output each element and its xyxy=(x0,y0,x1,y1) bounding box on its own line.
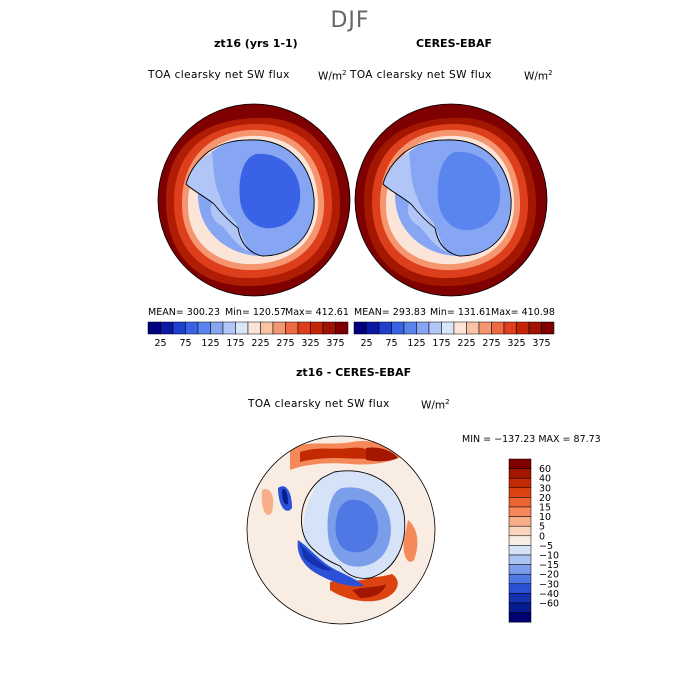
diff-colorbar-tick-label: −40 xyxy=(539,589,559,600)
obs-colorbar-tick-label: 325 xyxy=(507,338,525,349)
model-colorbar-tick-label: 75 xyxy=(179,338,191,349)
diff-colorbar-swatch xyxy=(508,516,532,527)
model-colorbar-tick-label: 125 xyxy=(201,338,219,349)
obs-colorbar: 25 75 125 175 225 275 325 375 xyxy=(353,321,555,349)
model-colorbar: 25 75 125 175 225 275 325 375 xyxy=(147,321,349,349)
obs-colorbar-tick-label: 175 xyxy=(432,338,450,349)
obs-max: Max= 410.98 xyxy=(491,307,555,318)
diff-colorbar-tick-label: 60 xyxy=(539,464,551,475)
diff-colorbar-swatch xyxy=(508,564,532,575)
diff-minmax: MIN = −137.23 MAX = 87.73 xyxy=(462,434,601,445)
obs-min: Min= 131.61 xyxy=(430,307,492,318)
diff-colorbar-tick-label: 20 xyxy=(539,493,551,504)
diff-colorbar-swatch xyxy=(508,487,532,498)
diff-colorbar-swatch xyxy=(508,477,532,489)
model-variable-label: TOA clearsky net SW flux xyxy=(148,69,290,81)
model-colorbar-tick-label: 25 xyxy=(154,338,166,349)
diff-colorbar-tick-label: 15 xyxy=(539,503,551,514)
diff-colorbar-swatch xyxy=(508,525,532,537)
obs-colorbar-tick-label: 275 xyxy=(482,338,500,349)
diff-colorbar-swatch xyxy=(508,458,532,469)
model-colorbar-tick-label: 375 xyxy=(326,338,344,349)
model-units-label: W/m2 xyxy=(318,69,347,83)
model-colorbar-tick-label: 275 xyxy=(276,338,294,349)
obs-units-label: W/m2 xyxy=(524,69,553,83)
diff-panel-title: zt16 - CERES-EBAF xyxy=(296,366,412,379)
diff-colorbar-tick-label: −10 xyxy=(539,551,559,562)
diff-colorbar-tick-label: −5 xyxy=(539,541,553,552)
diff-colorbar-swatch xyxy=(508,497,532,508)
obs-variable-label: TOA clearsky net SW flux xyxy=(350,69,492,81)
model-max: Max= 412.61 xyxy=(285,307,349,318)
diff-variable-label: TOA clearsky net SW flux xyxy=(248,398,390,410)
model-panel-title: zt16 (yrs 1-1) xyxy=(214,37,298,50)
diff-colorbar-swatch xyxy=(508,506,532,517)
diff-colorbar-tick-label: −60 xyxy=(539,599,559,610)
model-colorbar-swatch xyxy=(335,321,349,335)
model-colorbar-tick-label: 325 xyxy=(301,338,319,349)
obs-panel-title: CERES-EBAF xyxy=(416,37,492,50)
diff-colorbar-tick-label: −15 xyxy=(539,560,559,571)
obs-colorbar-tick-label: 25 xyxy=(360,338,372,349)
season-title: DJF xyxy=(330,8,370,33)
model-colorbar-tick-label: 225 xyxy=(251,338,269,349)
diff-colorbar-tick-label: 5 xyxy=(539,522,545,533)
diff-colorbar-swatch xyxy=(508,612,532,623)
obs-colorbar-tick-label: 125 xyxy=(407,338,425,349)
diff-colorbar-swatch xyxy=(508,602,532,613)
diff-colorbar-swatch xyxy=(508,583,532,594)
diff-colorbar-tick-label: −30 xyxy=(539,579,559,590)
diff-units-label: W/m2 xyxy=(421,398,450,412)
obs-colorbar-tick-label: 375 xyxy=(532,338,550,349)
obs-colorbar-tick-label: 75 xyxy=(385,338,397,349)
model-min: Min= 120.57 xyxy=(225,307,287,318)
diff-colorbar-tick-label: 0 xyxy=(539,531,545,542)
diff-colorbar-swatch xyxy=(508,535,532,546)
diff-colorbar-swatch xyxy=(508,554,532,565)
diff-colorbar-tick-label: −20 xyxy=(539,570,559,581)
model-mean: MEAN= 300.23 xyxy=(148,307,221,318)
diff-colorbar-tick-label: 30 xyxy=(539,483,551,494)
obs-mean: MEAN= 293.83 xyxy=(354,307,427,318)
diff-colorbar-tick-label: 40 xyxy=(539,474,551,485)
diff-colorbar-swatch xyxy=(508,593,532,604)
diff-colorbar-tick-label: 10 xyxy=(539,512,551,523)
diff-colorbar-swatch xyxy=(508,573,532,585)
obs-colorbar-swatch xyxy=(541,321,555,335)
diff-colorbar-swatch xyxy=(508,545,532,556)
model-colorbar-tick-label: 175 xyxy=(226,338,244,349)
diff-colorbar-swatch xyxy=(508,468,532,479)
obs-colorbar-tick-label: 225 xyxy=(457,338,475,349)
